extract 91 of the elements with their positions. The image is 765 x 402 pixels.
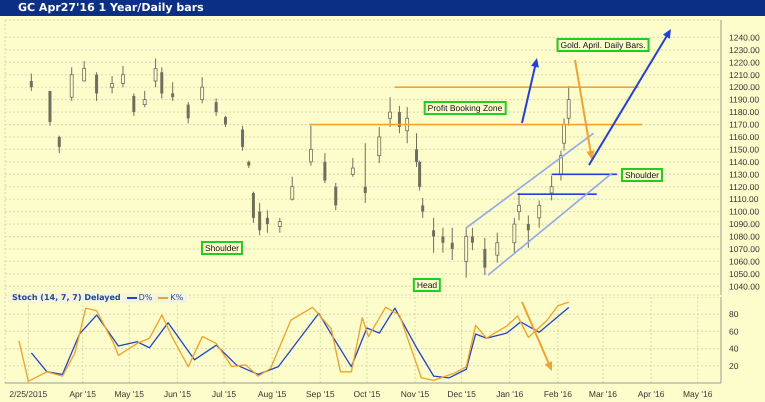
candlestick bbox=[323, 152, 326, 184]
candlestick bbox=[562, 118, 566, 152]
candlestick bbox=[364, 142, 367, 204]
candlestick bbox=[537, 200, 542, 228]
x-tick-label: Jun '15 bbox=[164, 389, 192, 400]
x-tick-label: Mar '16 bbox=[588, 389, 618, 400]
candlestick bbox=[388, 96, 392, 128]
y-tick-label: 1180.00 bbox=[729, 107, 760, 118]
candlestick bbox=[142, 90, 147, 108]
legend-label: D% bbox=[138, 293, 152, 303]
x-tick-label: Apr '16 bbox=[638, 389, 665, 400]
y-tick-label: 80 bbox=[729, 309, 739, 320]
y-tick-label: 1160.00 bbox=[729, 132, 760, 142]
candlestick bbox=[350, 158, 355, 178]
y-tick-label: 1210.00 bbox=[729, 70, 760, 80]
candlestick bbox=[450, 227, 454, 261]
candlestick bbox=[110, 75, 114, 94]
candlestick bbox=[421, 197, 424, 218]
y-tick-label: 1220.00 bbox=[729, 57, 760, 68]
x-tick-label: Aug '15 bbox=[258, 389, 287, 400]
y-tick-label: 1050.00 bbox=[729, 268, 760, 279]
candlestick bbox=[432, 217, 436, 254]
x-tick-label: Jan '16 bbox=[496, 389, 524, 400]
candlestick bbox=[200, 76, 204, 104]
x-tick-label: Nov '15 bbox=[400, 389, 430, 400]
candlestick bbox=[95, 72, 98, 102]
x-tick-label: Feb '16 bbox=[544, 389, 572, 400]
candlestick bbox=[171, 82, 174, 102]
candlestick bbox=[290, 176, 294, 201]
y-tick-label: 1130.00 bbox=[729, 169, 760, 180]
y-tick-label: 20 bbox=[729, 360, 739, 371]
legend-title: Stoch (14, 7, 7) Delayed bbox=[12, 293, 121, 303]
y-tick-label: 1070.00 bbox=[729, 244, 760, 254]
annotation: Shoulder bbox=[200, 241, 244, 255]
x-tick-label: 2/25/2015 bbox=[9, 389, 48, 400]
annotation: Shoulder bbox=[620, 168, 664, 182]
candlestick bbox=[160, 66, 164, 99]
candlestick bbox=[241, 125, 244, 152]
candlestick bbox=[186, 102, 190, 124]
x-tick-label: Oct '15 bbox=[354, 389, 380, 400]
candlestick bbox=[70, 66, 74, 102]
y-tick-label: 1060.00 bbox=[729, 256, 760, 266]
y-tick-label: 1040.00 bbox=[729, 281, 760, 292]
y-tick-label: 1170.00 bbox=[729, 120, 760, 130]
candlestick bbox=[308, 125, 313, 166]
candlestick bbox=[30, 73, 33, 92]
candlestick bbox=[266, 210, 269, 234]
y-tick-label: 1150.00 bbox=[729, 144, 760, 154]
y-tick-label: 1200.00 bbox=[729, 82, 760, 92]
x-tick-label: Jul '15 bbox=[212, 389, 236, 400]
candlestick bbox=[58, 135, 61, 154]
chart-title: GC Apr27'16 1 Year/Daily bars bbox=[0, 0, 765, 16]
candlestick bbox=[470, 227, 474, 251]
y-tick-label: 60 bbox=[729, 326, 739, 336]
candlestick bbox=[334, 182, 338, 211]
y-tick-label: 1240.00 bbox=[729, 32, 760, 42]
y-tick-label: 1080.00 bbox=[729, 232, 760, 242]
candlestick bbox=[566, 85, 571, 126]
candlestick bbox=[441, 227, 444, 254]
y-tick-label: 1090.00 bbox=[729, 219, 760, 230]
candlestick bbox=[377, 126, 382, 164]
y-tick-label: 1120.00 bbox=[729, 182, 760, 192]
candlestick bbox=[526, 214, 530, 248]
candlestick bbox=[214, 98, 218, 116]
x-tick-label: Dec '15 bbox=[447, 389, 476, 400]
annotation: Profit Booking Zone bbox=[424, 101, 506, 115]
candlestick bbox=[512, 217, 516, 254]
candlestick bbox=[278, 217, 282, 234]
candlestick bbox=[132, 92, 136, 116]
candlestick bbox=[517, 192, 521, 221]
y-tick-label: 40 bbox=[729, 344, 739, 354]
y-tick-label: 1140.00 bbox=[729, 156, 760, 167]
candlestick bbox=[550, 175, 554, 201]
y-tick-label: 1100.00 bbox=[729, 206, 760, 217]
candlestick bbox=[121, 66, 125, 88]
candlestick bbox=[82, 60, 86, 82]
annotation: Gold. April. Daily Bars. bbox=[556, 38, 650, 52]
x-tick-label: May '16 bbox=[682, 389, 713, 400]
legend-label: K% bbox=[169, 293, 184, 303]
x-tick-label: Apr '15 bbox=[69, 389, 96, 400]
candlestick bbox=[483, 237, 486, 276]
y-tick-label: 1190.00 bbox=[729, 94, 760, 105]
annotation: Head bbox=[412, 278, 442, 292]
candlestick bbox=[154, 58, 158, 88]
y-tick-label: 1110.00 bbox=[729, 194, 759, 204]
candlestick bbox=[258, 202, 262, 236]
candlestick bbox=[495, 232, 500, 264]
candlestick bbox=[224, 115, 227, 128]
y-tick-label: 1230.00 bbox=[729, 44, 760, 55]
x-tick-label: Sep '15 bbox=[306, 389, 335, 400]
x-tick-label: May '15 bbox=[114, 389, 144, 400]
